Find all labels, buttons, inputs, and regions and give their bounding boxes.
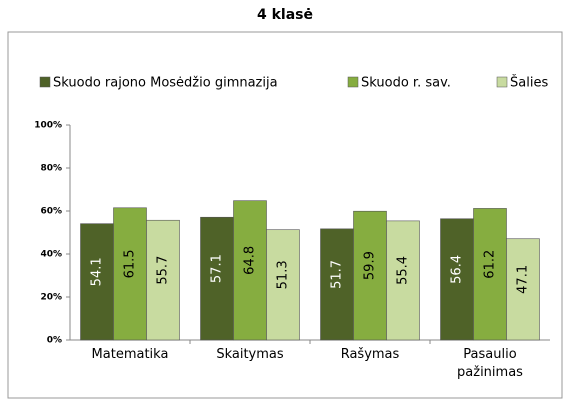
bar [200, 216, 234, 341]
legend-swatch [347, 76, 359, 88]
y-tick-label: 40% [40, 250, 62, 260]
data-label: 59.9 [363, 251, 378, 280]
legend-swatch [496, 76, 508, 88]
x-tick-label: Pasaulio pažinimas [457, 347, 523, 380]
legend-label: Skuodo rajono Mosėdžio gimnazija [53, 76, 278, 91]
chart-title: 4 klasė [257, 7, 313, 23]
legend-swatch [39, 76, 51, 88]
data-label: 51.3 [276, 260, 291, 289]
data-label: 47.1 [516, 265, 531, 294]
y-tick-label: 100% [34, 121, 62, 131]
data-label: 57.1 [210, 254, 225, 283]
data-label: 51.7 [330, 260, 345, 289]
data-label: 64.8 [243, 246, 258, 275]
bar [353, 210, 387, 341]
data-label: 61.2 [483, 250, 498, 279]
bar [80, 223, 114, 341]
data-label: 55.7 [156, 256, 171, 285]
y-tick-label: 80% [40, 164, 62, 174]
bar [386, 220, 420, 341]
data-label: 61.5 [123, 249, 138, 278]
y-tick-label: 20% [40, 293, 62, 303]
bar [113, 207, 147, 341]
bar [233, 200, 267, 341]
x-tick-label: Matematika [91, 347, 169, 362]
bar [473, 208, 507, 341]
bar [320, 228, 354, 341]
y-tick-label: 60% [40, 207, 62, 217]
data-label: 56.4 [450, 255, 465, 284]
legend-label: Skuodo r. sav. [361, 76, 451, 91]
bar [266, 229, 300, 341]
data-label: 55.4 [396, 256, 411, 285]
legend-label: Šalies [510, 75, 548, 91]
x-tick-label: Skaitymas [216, 347, 284, 362]
x-tick-label: Rašymas [340, 347, 400, 362]
y-tick-label: 0% [47, 336, 62, 346]
bar [506, 238, 540, 341]
bar [440, 218, 474, 341]
bar [146, 219, 180, 341]
data-label: 54.1 [90, 257, 105, 286]
